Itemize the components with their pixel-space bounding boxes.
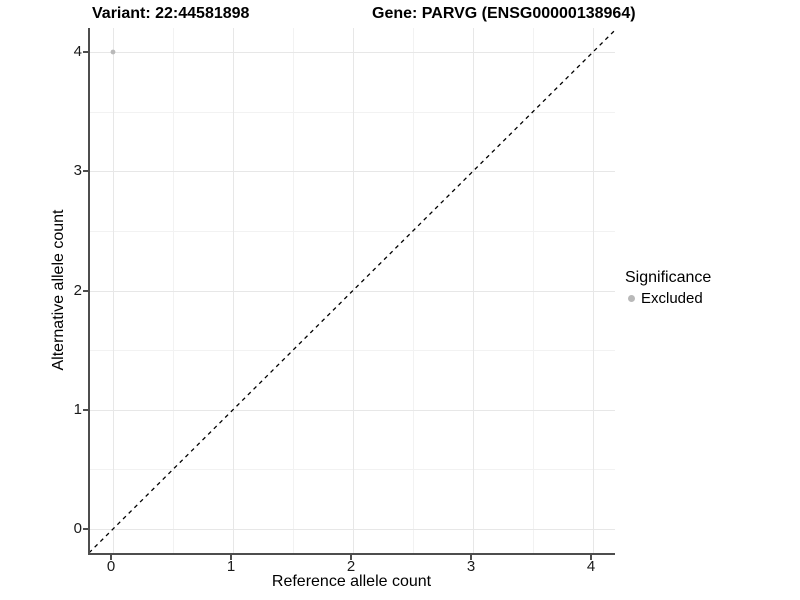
y-axis-title: Alternative allele count — [50, 209, 67, 371]
minor-gridline-horizontal — [90, 230, 615, 232]
y-tick-label: 2 — [73, 281, 82, 299]
legend-title: Significance — [625, 269, 712, 286]
y-tick-mark — [83, 408, 88, 411]
x-tick-label: 0 — [106, 558, 116, 575]
y-tick-label: 4 — [73, 43, 82, 60]
major-gridline-horizontal — [90, 529, 615, 530]
legend-items: Excluded — [625, 290, 711, 307]
x-tick-mark — [470, 555, 472, 560]
x-tick-label: 3 — [466, 558, 476, 575]
major-gridline-horizontal — [90, 52, 615, 53]
major-gridline-horizontal — [90, 171, 615, 173]
plot-panel-area — [90, 28, 615, 553]
major-gridline-horizontal — [90, 409, 615, 411]
y-tick-label: 1 — [73, 400, 82, 418]
y-tick-mark — [83, 51, 88, 53]
x-tick-mark — [350, 555, 352, 560]
minor-gridline-horizontal — [90, 111, 615, 113]
x-tick-label: 4 — [586, 558, 596, 575]
data-point — [110, 49, 116, 55]
minor-gridline-horizontal — [90, 350, 615, 352]
legend-item-label: Excluded — [641, 290, 703, 307]
legend-item: Excluded — [625, 290, 711, 307]
y-tick-mark — [83, 528, 88, 530]
variant-title: Variant: 22:44581898 — [92, 5, 250, 22]
x-tick-label: 2 — [346, 558, 356, 575]
x-tick-label: 1 — [226, 558, 236, 575]
y-tick-label: 0 — [73, 520, 82, 537]
geom-layer — [90, 29, 615, 553]
legend: Significance Excluded — [625, 269, 711, 307]
y-tick-mark — [83, 289, 88, 292]
x-tick-mark — [110, 555, 112, 560]
y-tick-label: 3 — [73, 162, 82, 180]
x-tick-mark — [230, 555, 232, 560]
gene-title: Gene: PARVG (ENSG00000138964) — [372, 5, 636, 22]
x-axis-title: Reference allele count — [271, 573, 432, 590]
y-tick-mark — [83, 170, 88, 173]
plot-panel — [88, 28, 615, 555]
minor-gridline-horizontal — [90, 469, 615, 471]
x-tick-mark — [590, 555, 592, 560]
legend-point-icon — [628, 295, 635, 302]
identity-dashed-line — [90, 29, 615, 553]
